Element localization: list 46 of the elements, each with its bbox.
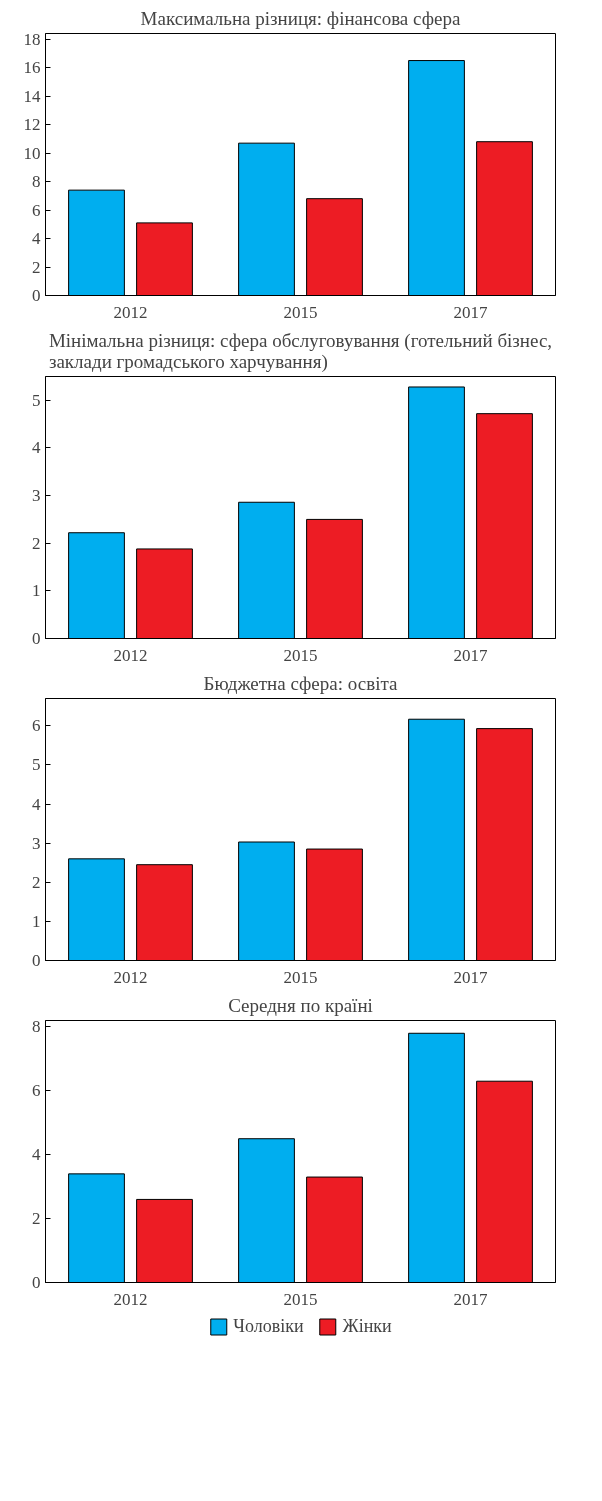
y-tick-label: 2	[32, 1209, 41, 1229]
x-tick-label: 2017	[453, 1289, 488, 1309]
x-tick-label: 2012	[113, 967, 148, 987]
x-tick-label: 2015	[283, 645, 318, 665]
x-tick-label: 2017	[453, 645, 488, 665]
x-tick-label: 2017	[453, 302, 488, 322]
y-tick-label: 3	[32, 486, 41, 506]
chart-title: Мінімальна різниця: сфера обслуговування (готельний бізнес, заклади громадського харчування)	[48, 329, 553, 373]
y-tick-label: 12	[23, 115, 41, 135]
y-tick-label: 10	[23, 143, 41, 163]
y-tick-label: 0	[32, 286, 41, 305]
y-tick-label: 1	[32, 581, 41, 601]
x-tick-label: 2015	[283, 967, 318, 987]
y-tick-label: 6	[32, 716, 41, 736]
chart-title: Середня по країні	[228, 994, 373, 1016]
y-tick-label: 5	[32, 390, 41, 410]
x-tick-label: 2012	[113, 645, 148, 665]
y-tick-label: 4	[32, 794, 41, 814]
x-tick-label: 2017	[453, 967, 488, 987]
legend-label: Жінки	[342, 1315, 392, 1337]
y-tick-label: 4	[32, 438, 41, 458]
y-tick-label: 6	[32, 1081, 41, 1101]
legend-label: Чоловіки	[233, 1315, 304, 1337]
y-tick-label: 2	[32, 872, 41, 892]
y-tick-label: 0	[32, 1273, 41, 1292]
y-tick-label: 3	[32, 833, 41, 853]
y-tick-label: 8	[32, 1017, 41, 1037]
y-tick-label: 5	[32, 755, 41, 775]
y-tick-label: 4	[32, 229, 41, 249]
y-tick-label: 14	[23, 86, 41, 106]
y-tick-label: 1	[32, 911, 41, 931]
y-tick-label: 6	[32, 200, 41, 220]
y-tick-label: 0	[32, 629, 41, 648]
y-tick-label: 0	[32, 951, 41, 970]
chart-title: Бюджетна сфера: освіта	[203, 672, 398, 694]
y-tick-label: 16	[23, 58, 41, 78]
y-tick-label: 18	[23, 29, 41, 49]
x-tick-label: 2015	[283, 302, 318, 322]
x-tick-label: 2012	[113, 302, 148, 322]
y-tick-label: 8	[32, 172, 41, 192]
y-tick-label: 2	[32, 257, 41, 277]
x-tick-label: 2015	[283, 1289, 318, 1309]
y-tick-label: 2	[32, 533, 41, 553]
chart-title: Максимальна різниця: фінансова сфера	[140, 7, 461, 29]
y-tick-label: 4	[32, 1145, 41, 1165]
x-tick-label: 2012	[113, 1289, 148, 1309]
